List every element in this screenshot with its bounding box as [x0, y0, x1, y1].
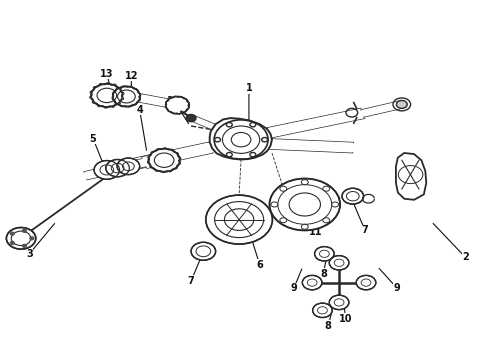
Circle shape — [262, 138, 268, 142]
Text: 5: 5 — [90, 134, 97, 144]
Circle shape — [226, 153, 232, 157]
Polygon shape — [210, 118, 272, 159]
Polygon shape — [122, 143, 213, 171]
Polygon shape — [270, 139, 353, 153]
Circle shape — [250, 153, 256, 157]
Circle shape — [356, 275, 376, 290]
Circle shape — [6, 228, 36, 249]
Text: 2: 2 — [462, 252, 469, 262]
Circle shape — [226, 122, 232, 127]
Circle shape — [148, 149, 180, 172]
Circle shape — [166, 96, 189, 114]
Circle shape — [106, 159, 129, 177]
Text: 7: 7 — [188, 276, 195, 286]
Circle shape — [186, 114, 196, 122]
Circle shape — [302, 275, 322, 290]
Circle shape — [206, 195, 272, 244]
Polygon shape — [361, 101, 403, 117]
Circle shape — [332, 202, 339, 207]
Circle shape — [250, 122, 256, 127]
Circle shape — [301, 224, 308, 229]
Circle shape — [30, 237, 34, 240]
Text: 10: 10 — [339, 314, 352, 324]
Circle shape — [329, 295, 349, 310]
Polygon shape — [84, 157, 153, 180]
Polygon shape — [142, 152, 167, 168]
Circle shape — [315, 247, 334, 261]
Text: 9: 9 — [291, 283, 297, 293]
Circle shape — [113, 86, 140, 107]
Circle shape — [313, 303, 332, 318]
Circle shape — [94, 161, 120, 179]
Text: 11: 11 — [309, 227, 323, 237]
Polygon shape — [396, 153, 426, 200]
Text: 6: 6 — [256, 260, 263, 270]
Circle shape — [323, 186, 330, 191]
Text: 12: 12 — [124, 71, 138, 81]
Circle shape — [396, 100, 407, 108]
Text: 1: 1 — [245, 83, 252, 93]
Text: 8: 8 — [320, 269, 327, 279]
Text: 9: 9 — [393, 283, 400, 293]
Circle shape — [191, 242, 216, 260]
Circle shape — [342, 188, 364, 204]
Text: 8: 8 — [325, 321, 332, 331]
Circle shape — [23, 244, 26, 247]
Text: 13: 13 — [100, 69, 114, 79]
Text: 7: 7 — [362, 225, 368, 235]
Polygon shape — [190, 116, 215, 129]
Circle shape — [10, 232, 14, 235]
Circle shape — [117, 158, 140, 175]
Circle shape — [329, 256, 349, 270]
Circle shape — [301, 180, 308, 185]
Circle shape — [271, 202, 278, 207]
Circle shape — [91, 84, 122, 107]
Circle shape — [280, 218, 287, 223]
Circle shape — [270, 179, 340, 230]
Polygon shape — [138, 94, 172, 108]
Text: 4: 4 — [136, 105, 143, 115]
Text: 3: 3 — [26, 249, 33, 259]
Circle shape — [10, 242, 14, 244]
Text: 11: 11 — [167, 96, 181, 106]
Circle shape — [23, 229, 26, 232]
Circle shape — [323, 218, 330, 223]
Polygon shape — [248, 109, 365, 141]
Circle shape — [215, 138, 220, 142]
Circle shape — [280, 186, 287, 191]
